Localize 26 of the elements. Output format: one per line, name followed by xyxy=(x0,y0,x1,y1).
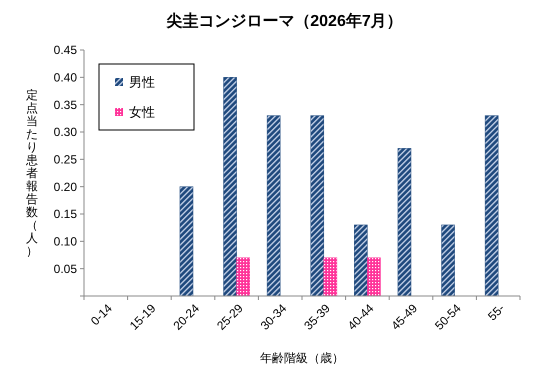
chart-title: 尖圭コンジローマ（2026年7月） xyxy=(165,12,403,30)
y-tick-label: 0.40 xyxy=(54,70,78,85)
bar xyxy=(398,148,412,296)
x-tick-label: 55- xyxy=(485,301,508,324)
bar xyxy=(266,115,280,296)
y-tick-label: 0.20 xyxy=(54,180,78,194)
bar xyxy=(236,257,250,296)
y-tick-label: 0.25 xyxy=(54,152,78,167)
y-tick-label: 0.45 xyxy=(54,43,78,58)
legend-label: 女性 xyxy=(129,104,155,120)
bar xyxy=(484,115,498,296)
bar xyxy=(223,77,237,296)
bar xyxy=(324,257,338,296)
bar xyxy=(180,186,194,296)
y-tick-label: 0.35 xyxy=(54,98,78,112)
x-axis-title: 年齢階級（歳） xyxy=(260,351,344,365)
y-tick-label: 0.05 xyxy=(54,262,78,276)
bar xyxy=(367,257,381,296)
y-tick-label: 0.30 xyxy=(54,125,78,140)
y-tick-label: 0.10 xyxy=(54,234,78,249)
legend-label: 男性 xyxy=(129,74,155,90)
text: 定点当たり患者報告数（人） xyxy=(26,88,38,258)
bar xyxy=(354,224,368,296)
bar xyxy=(441,224,455,296)
y-tick-label: 0.15 xyxy=(54,207,78,222)
bar xyxy=(310,115,324,296)
